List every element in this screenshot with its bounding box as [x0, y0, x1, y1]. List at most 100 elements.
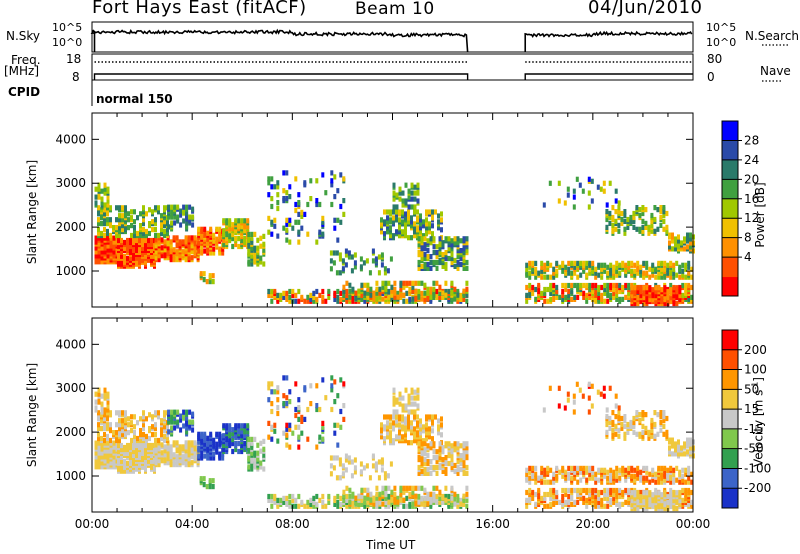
data-cell [620, 216, 624, 223]
data-cell [342, 284, 346, 290]
data-cell [276, 200, 280, 206]
data-cell [591, 288, 595, 295]
data-cell [124, 410, 127, 416]
data-cell [167, 419, 171, 425]
data-cell [380, 252, 384, 258]
nsky-label: N.Sky [6, 29, 41, 43]
y-tick-label: 3000 [55, 381, 86, 395]
data-cell [97, 454, 101, 460]
data-cell [133, 228, 136, 235]
data-cell [351, 286, 355, 292]
data-cell [431, 428, 434, 434]
data-cell [650, 433, 654, 439]
data-cell [386, 420, 389, 426]
data-cell [185, 429, 189, 435]
data-cell [447, 246, 451, 252]
data-cell [665, 433, 669, 439]
data-cell [106, 464, 110, 470]
data-cell [588, 282, 592, 289]
data-cell [435, 254, 439, 260]
data-cell [408, 280, 412, 286]
data-cell [187, 235, 191, 241]
data-cell [139, 437, 142, 444]
data-cell [564, 270, 568, 276]
data-cell [401, 229, 404, 235]
data-cell [594, 266, 598, 272]
data-cell [656, 412, 660, 418]
data-cell [246, 429, 250, 435]
data-cell [185, 425, 189, 431]
data-cell [644, 224, 648, 230]
data-cell [587, 204, 591, 210]
data-cell [351, 491, 355, 497]
data-cell [447, 441, 451, 447]
data-cell [630, 297, 634, 303]
data-cell [288, 194, 292, 200]
data-cell [166, 456, 170, 462]
data-cell [465, 503, 469, 509]
data-cell [202, 482, 206, 488]
data-cell [150, 253, 153, 259]
data-cell [193, 251, 197, 257]
data-cell [142, 230, 145, 237]
data-cell [321, 493, 325, 500]
data-cell [209, 250, 213, 256]
data-cell [543, 495, 547, 501]
data-cell [160, 230, 163, 237]
data-cell [606, 286, 610, 293]
data-cell [444, 261, 448, 268]
data-cell [525, 270, 529, 276]
data-cell [398, 428, 401, 434]
data-cell [456, 497, 460, 503]
data-cell [549, 274, 553, 280]
data-cell [528, 487, 532, 494]
data-cell [336, 288, 340, 295]
data-cell [285, 432, 289, 438]
data-cell [139, 211, 142, 217]
data-cell [648, 471, 652, 477]
data-cell [282, 375, 286, 381]
data-cell [612, 294, 616, 300]
data-cell [163, 452, 167, 458]
data-cell [197, 226, 201, 232]
data-cell [686, 232, 689, 238]
data-cell [425, 231, 428, 237]
data-cell [453, 445, 457, 451]
data-cell [103, 227, 106, 233]
data-cell [411, 489, 415, 495]
data-cell [398, 186, 402, 192]
data-cell [270, 401, 274, 407]
beam-title: Beam 10 [355, 0, 435, 19]
data-cell [540, 260, 544, 266]
data-cell [112, 440, 116, 446]
data-cell [282, 196, 286, 202]
data-cell [163, 219, 166, 225]
data-cell [117, 460, 120, 466]
data-cell [582, 495, 586, 501]
data-cell [130, 428, 133, 434]
data-cell [184, 440, 188, 446]
data-cell [423, 290, 427, 296]
data-cell [672, 266, 676, 272]
data-cell [606, 495, 610, 501]
data-cell [404, 432, 407, 438]
data-cell [459, 453, 463, 459]
colorbar-segment [722, 121, 738, 141]
data-cell [297, 219, 301, 225]
data-cell [157, 209, 160, 215]
data-cell [647, 429, 651, 435]
data-cell [160, 223, 163, 229]
data-cell [603, 503, 607, 509]
data-cell [243, 427, 247, 433]
data-cell [408, 286, 412, 292]
data-cell [94, 440, 98, 446]
data-cell [342, 493, 346, 499]
data-cell [531, 465, 535, 471]
data-cell [639, 264, 643, 270]
data-cell [453, 468, 457, 474]
data-cell [333, 422, 337, 428]
data-cell [450, 457, 454, 463]
data-cell [253, 436, 257, 442]
data-cell [669, 274, 673, 280]
data-cell [608, 220, 612, 226]
